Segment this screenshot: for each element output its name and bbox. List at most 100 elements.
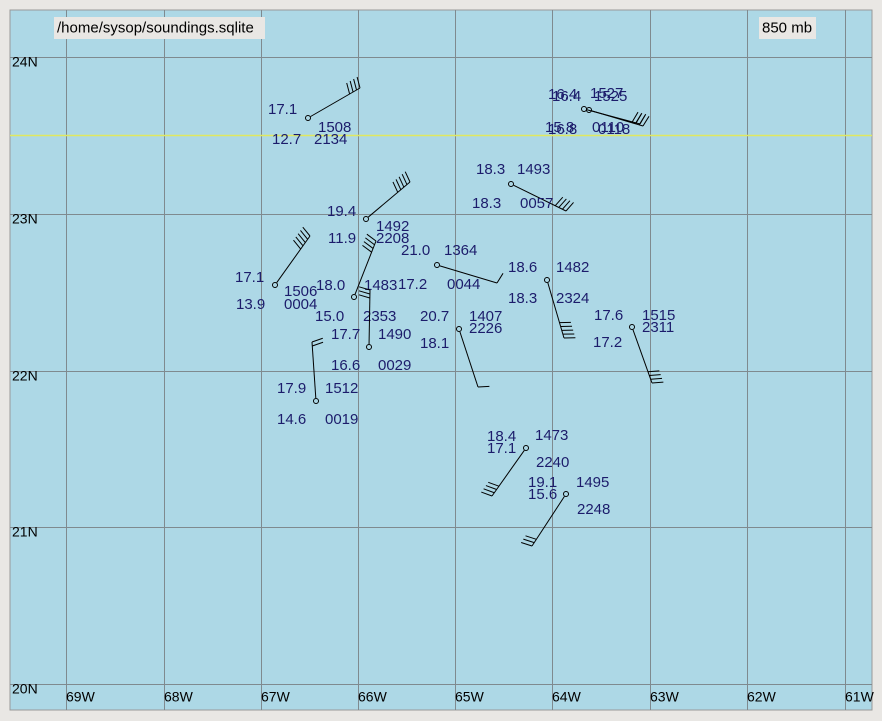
wind-staff (276, 235, 311, 283)
station-height: 1407 (469, 308, 502, 325)
station-plot: 16.4 1527 15.8 0110 (545, 85, 647, 136)
wind-barb (554, 196, 564, 207)
station-dewpoint: 18.1 (420, 335, 449, 352)
wind-barb (401, 174, 408, 185)
station-dewpoint: 17.2 (398, 276, 427, 293)
wind-barb (395, 179, 402, 190)
wind-barb (392, 181, 399, 193)
station-plot: 18.3 1493 18.3 0057 (472, 161, 574, 212)
wind-staff (459, 331, 479, 388)
wind-staff (491, 450, 525, 497)
wind-staff (547, 282, 565, 339)
station-height: 1483 (364, 277, 397, 294)
station-time: 0118 (598, 121, 630, 138)
station-dewpoint: 16.8 (548, 121, 577, 138)
station-temperature: 19.4 (327, 203, 356, 220)
station-height: 1506 (284, 283, 317, 300)
station-dewpoint: 13.9 (236, 296, 265, 313)
wind-barb (353, 78, 358, 91)
station-dewpoint: 18.3 (472, 195, 501, 212)
wind-barb (295, 236, 304, 247)
wind-barb (365, 237, 375, 246)
lat-label: 20N (12, 681, 38, 697)
lat-label: 24N (12, 54, 38, 70)
station-plot: 18.4 1473 17.1 2240 (481, 427, 569, 497)
station-height: 1508 (318, 119, 351, 136)
station-height: 1492 (376, 218, 409, 235)
wind-barb (398, 176, 405, 188)
wind-barb (525, 535, 537, 540)
lat-label: 21N (12, 524, 38, 540)
map-background (9, 9, 873, 711)
station-dewpoint: 15.6 (528, 486, 557, 503)
wind-barb (311, 337, 323, 343)
station-temperature: 16.4 (548, 86, 577, 103)
wind-barb (297, 233, 306, 243)
station-marker (508, 181, 514, 187)
wind-barb (404, 171, 411, 183)
wind-barb (638, 114, 646, 126)
station-dewpoint: 17.2 (593, 334, 622, 351)
station-time: 2311 (642, 319, 674, 336)
station-temperature: 21.0 (401, 242, 430, 259)
station-height: 1490 (378, 326, 411, 343)
station-temperature: 17.9 (277, 380, 306, 397)
wind-barb (649, 374, 661, 376)
lon-label: 67W (261, 689, 291, 705)
station-temperature: 18.3 (476, 161, 505, 178)
wind-barb (356, 76, 361, 89)
station-temperature: 16.4 (552, 88, 581, 105)
wind-barb (634, 113, 642, 124)
station-time: 2353 (363, 308, 396, 325)
station-height: 1364 (444, 242, 477, 259)
station-marker (366, 344, 372, 350)
wind-barb (312, 341, 324, 347)
lon-label: 68W (164, 689, 194, 705)
station-height: 1482 (556, 259, 589, 276)
station-dewpoint: 15.8 (545, 119, 574, 136)
wind-staff (632, 329, 653, 384)
station-marker (456, 326, 462, 332)
station-temperature: 20.7 (420, 308, 449, 325)
wind-barb (349, 80, 354, 93)
wind-barb (362, 244, 372, 253)
wind-barb (293, 239, 302, 250)
wind-barb (483, 488, 495, 494)
level-label: 850 mb (762, 19, 812, 36)
station-plot: 17.9 1512 14.6 0019 (277, 337, 358, 428)
station-height: 1527 (590, 85, 623, 102)
wind-barb (481, 491, 493, 497)
station-temperature: 17.6 (594, 307, 623, 324)
station-marker (586, 107, 592, 113)
station-time: 2226 (469, 320, 502, 337)
station-marker (544, 277, 550, 283)
lon-label: 65W (455, 689, 485, 705)
wind-staff (367, 181, 411, 218)
wind-staff (591, 110, 644, 127)
source-label: /home/sysop/soundings.sqlite (57, 19, 254, 36)
wind-barb (346, 82, 351, 95)
wind-barb (651, 381, 664, 384)
station-time: 2248 (577, 501, 610, 518)
station-height: 1515 (642, 307, 675, 324)
wind-barb (558, 198, 567, 208)
source-box (54, 17, 265, 39)
station-dewpoint: 15.0 (315, 308, 344, 325)
station-dewpoint: 12.7 (272, 131, 301, 148)
station-plot: 17.1 1508 12.7 2134 (268, 76, 361, 148)
station-plot: 19.4 1492 11.9 2208 (327, 171, 411, 247)
wind-barb (650, 377, 663, 380)
wind-barb (642, 116, 650, 127)
station-dewpoint: 16.6 (331, 357, 360, 374)
station-plot: 17.7 1490 16.6 0029 (331, 286, 411, 374)
station-dewpoint: 17.1 (487, 440, 516, 457)
station-temperature: 17.1 (235, 269, 264, 286)
wind-staff (311, 341, 317, 399)
station-time: 0004 (284, 296, 317, 313)
station-marker (351, 294, 357, 300)
wind-barb (358, 290, 371, 295)
station-marker (363, 216, 369, 222)
station-time: 2208 (376, 230, 409, 247)
station-temperature: 18.0 (316, 277, 345, 294)
station-time: 2134 (314, 131, 347, 148)
